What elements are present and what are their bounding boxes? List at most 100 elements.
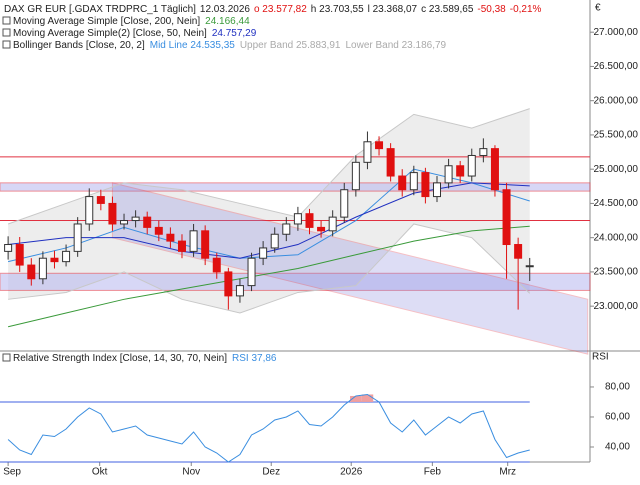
candle-body — [108, 202, 117, 225]
quote: l 23.368,07 — [368, 4, 418, 15]
quote: -0,21% — [510, 4, 542, 15]
zone — [0, 272, 591, 291]
candle-body — [27, 264, 36, 280]
legend-extra: Lower Band 23.186,79 — [345, 40, 446, 51]
candle-body — [270, 233, 279, 249]
quote: o 23.577,82 — [254, 4, 307, 15]
legend-swatch — [2, 353, 11, 362]
rsi-overbought — [350, 395, 362, 402]
y-tick-label: 24.000,00 — [594, 232, 639, 243]
legend-entry: Bollinger Bands [Close, 20, 2] Mid Line 2… — [13, 40, 447, 51]
rsi-legend: Relative Strength Index [Close, 14, 30, … — [13, 353, 277, 364]
candle-body — [456, 165, 465, 177]
quote: -50,38 — [477, 4, 506, 15]
candle-body — [259, 247, 268, 259]
candle-body — [432, 182, 441, 198]
candle-body — [38, 257, 47, 280]
rsi-overbought — [361, 394, 374, 402]
candle-body — [467, 154, 476, 177]
rsi-tick-label: 60,00 — [605, 412, 630, 423]
x-tick-label: Mrz — [499, 467, 516, 478]
line-bb-upper — [7, 108, 530, 225]
candle-body — [85, 196, 94, 225]
candle-body — [525, 265, 534, 268]
legend-entry: Moving Average Simple [Close, 200, Nein]… — [13, 16, 250, 27]
y-tick-label: 26.000,00 — [594, 95, 639, 106]
line-ma50 — [8, 182, 530, 259]
candle-body — [143, 216, 152, 228]
candle-body — [166, 233, 175, 242]
candle-body — [189, 230, 198, 252]
candle-body — [177, 240, 186, 252]
y-tick-label: 24.500,00 — [594, 198, 639, 209]
y-tick-label: 23.500,00 — [594, 267, 639, 278]
candle-body — [131, 216, 140, 222]
candle-body — [247, 257, 256, 287]
candle-body — [293, 213, 302, 225]
legend-name: Moving Average Simple(2) [Close, 50, Nei… — [13, 28, 207, 39]
candle-body — [514, 244, 523, 259]
candle-body — [502, 189, 511, 246]
candle-body — [328, 216, 337, 232]
rsi-title: Relative Strength Index [Close, 14, 30, … — [13, 353, 227, 364]
date: 12.03.2026 — [200, 4, 250, 15]
legend-entry: Moving Average Simple(2) [Close, 50, Nei… — [13, 28, 257, 39]
candle-body — [363, 141, 372, 163]
rsi-axis: RSI — [592, 352, 609, 363]
candle-body — [305, 213, 314, 228]
legend-extra: Upper Band 25.883,91 — [240, 40, 341, 51]
zone — [0, 182, 591, 192]
candle-body — [317, 226, 326, 232]
legend-name: Moving Average Simple [Close, 200, Nein] — [13, 16, 200, 27]
x-tick-label: Okt — [92, 467, 108, 478]
candle-body — [340, 189, 349, 218]
rsi-line — [7, 393, 530, 463]
rsi-tick-label: 40,00 — [605, 442, 630, 453]
legend-swatch — [2, 16, 11, 25]
candle-body — [398, 175, 407, 191]
candle-body — [4, 244, 13, 252]
candle-body — [212, 257, 221, 273]
rsi-value: RSI 37,86 — [232, 353, 277, 364]
legend-value: 24.166,44 — [205, 16, 250, 27]
candle-body — [375, 141, 384, 150]
bollinger-area — [8, 108, 530, 314]
legend-name: Bollinger Bands [Close, 20, 2] — [13, 40, 145, 51]
x-tick-label: Nov — [182, 467, 200, 478]
candle-body — [490, 148, 499, 191]
header: DAX GR EUR [.GDAX TRDPRC_1 Täglich] 12.03… — [4, 4, 542, 15]
legend-value: Mid Line 24.535,35 — [150, 40, 236, 51]
y-tick-label: 26.500,00 — [594, 61, 639, 72]
candle-body — [15, 244, 24, 266]
legend-swatch — [2, 28, 11, 37]
x-tick-label: Sep — [3, 467, 21, 478]
currency: € — [595, 3, 601, 14]
candle-body — [351, 161, 360, 191]
y-tick-label: 25.000,00 — [594, 164, 639, 175]
candle-body — [409, 172, 418, 191]
candle-body — [96, 196, 105, 204]
candle-body — [62, 250, 71, 263]
quote: c 23.589,65 — [421, 4, 474, 15]
candle-body — [282, 223, 291, 235]
candle-body — [224, 271, 233, 297]
title: DAX GR EUR [.GDAX TRDPRC_1 Täglich] — [4, 4, 196, 15]
candle-body — [479, 148, 488, 156]
y-tick-label: 23.000,00 — [594, 301, 639, 312]
candle-body — [421, 172, 430, 198]
candle-body — [444, 165, 453, 184]
legend-swatch — [2, 40, 11, 49]
candle-body — [120, 220, 129, 225]
rsi-tick-label: 80,00 — [605, 382, 630, 393]
legend-value: 24.757,29 — [212, 28, 257, 39]
candle-body — [201, 230, 210, 259]
candle-body — [154, 226, 163, 235]
y-tick-label: 27.000,00 — [594, 27, 639, 38]
x-tick-label: Dez — [262, 467, 280, 478]
candle-body — [73, 223, 82, 252]
x-tick-label: 2026 — [340, 467, 363, 478]
line-bb-lower — [8, 223, 531, 314]
candle-body — [235, 285, 244, 297]
quote: h 23.703,55 — [311, 4, 364, 15]
